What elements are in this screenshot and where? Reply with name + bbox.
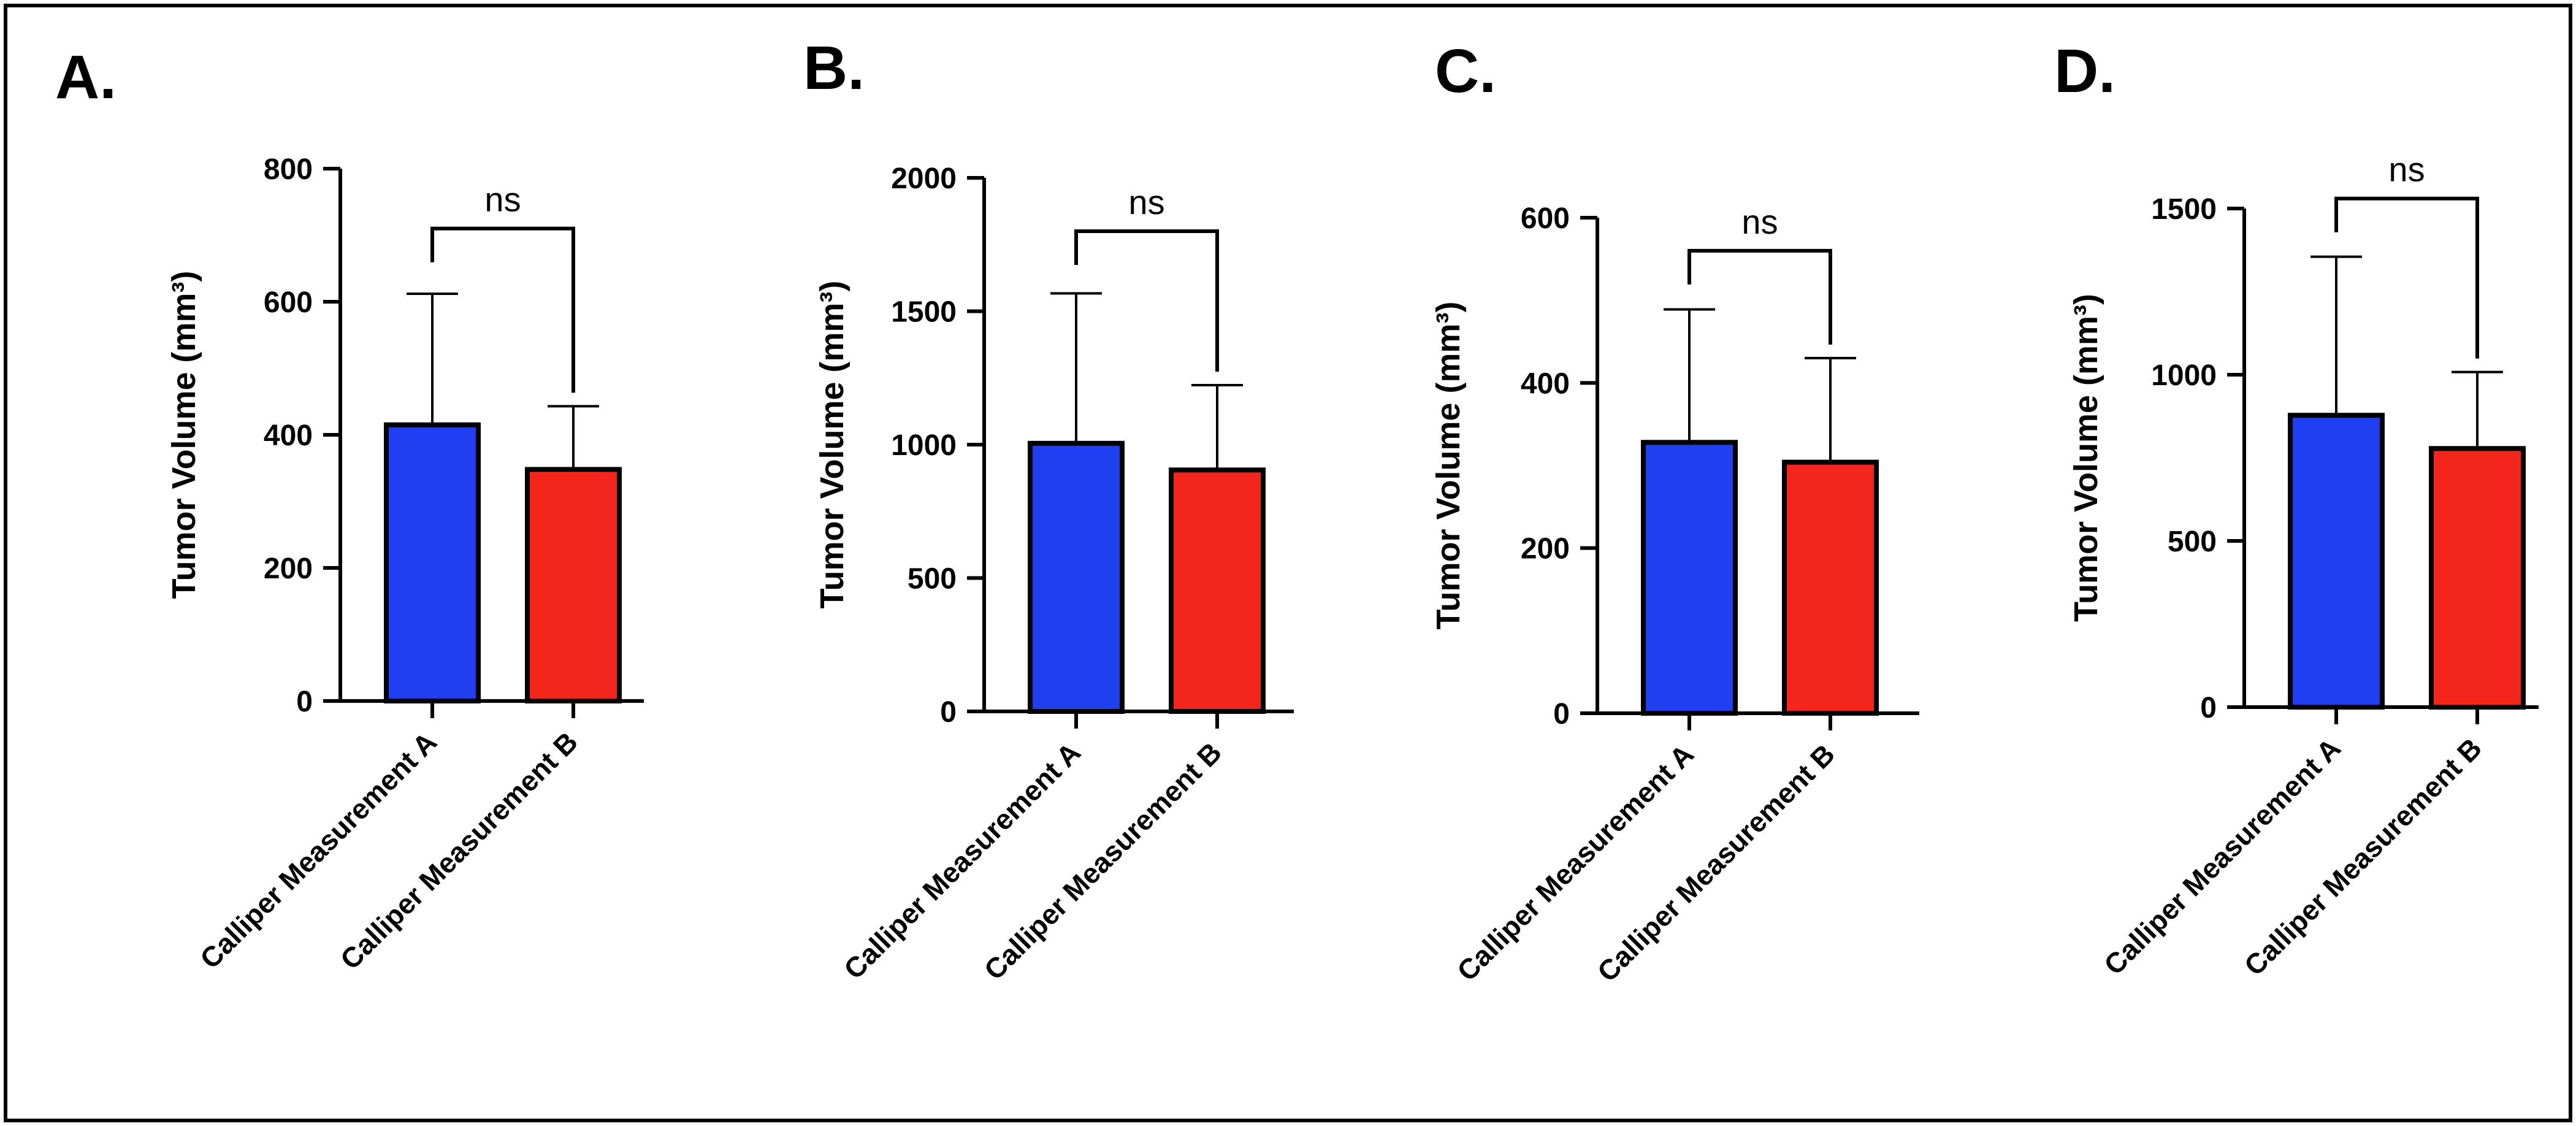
y-tick-label: 400 (264, 419, 313, 452)
significance-bracket (1074, 229, 1219, 372)
significance-label: ns (1741, 202, 1778, 241)
y-tick-label: 600 (264, 286, 313, 319)
x-tick-label: Calliper Measurement A (838, 736, 1087, 985)
y-tick-label: 200 (264, 553, 313, 585)
y-axis-label: Tumor Volume (mm³) (2068, 294, 2104, 622)
bar-a (2288, 413, 2385, 710)
x-tick-label: Calliper Measurement B (1591, 738, 1841, 987)
y-tick-label: 200 (1521, 533, 1570, 565)
x-tick-label: Calliper Measurement A (194, 726, 443, 975)
y-tick-label: 0 (1553, 698, 1570, 730)
significance-bracket (1687, 248, 1832, 345)
y-tick-label: 1000 (2151, 359, 2217, 392)
bar-b (1782, 459, 1879, 716)
x-tick-label: Calliper Measurement B (334, 726, 584, 975)
panel-label: C. (1435, 37, 1496, 105)
y-tick-label: 1500 (2151, 193, 2217, 226)
y-tick-label: 600 (1521, 202, 1570, 235)
bar-b (1169, 467, 1266, 714)
significance-label: ns (2388, 150, 2425, 189)
y-tick-label: 0 (296, 686, 313, 718)
y-axis-label: Tumor Volume (mm³) (166, 271, 202, 599)
x-tick-label: Calliper Measurement B (2238, 732, 2488, 981)
y-tick-label: 800 (264, 153, 313, 186)
chart-panel-1: A. 0 200 400 600 800 Tumor Volume (mm³) Callipe… (55, 43, 644, 976)
chart-panel-2: B. 0 500 1000 1500 2000 Tumor Volume (mm³) Call… (803, 34, 1294, 986)
significance-label: ns (1128, 183, 1164, 221)
y-tick-label: 500 (908, 563, 957, 596)
y-axis-label: Tumor Volume (mm³) (1430, 302, 1467, 630)
bar-b (2429, 446, 2526, 710)
chart-panel-3: C. 0 200 400 600 Tumor Volume (mm³) Calliper M… (1430, 37, 1919, 988)
y-tick-label: 1000 (891, 429, 957, 462)
panel-label: B. (803, 34, 865, 102)
y-tick-label: 400 (1521, 367, 1570, 400)
x-tick-label: Calliper Measurement B (978, 736, 1228, 986)
x-tick-label: Calliper Measurement A (1451, 738, 1700, 987)
bar-a (1641, 440, 1738, 716)
bar-b (525, 467, 622, 703)
significance-bracket (2334, 196, 2479, 359)
y-tick-label: 1500 (891, 296, 957, 329)
panel-label: A. (55, 43, 117, 112)
y-tick-label: 500 (2168, 526, 2217, 558)
y-tick-label: 0 (2200, 692, 2217, 724)
significance-bracket (430, 226, 575, 393)
y-tick-label: 0 (940, 696, 957, 729)
panel-label: D. (2054, 37, 2115, 105)
x-tick-label: Calliper Measurement A (2098, 732, 2347, 981)
significance-label: ns (484, 180, 521, 219)
bar-a (1028, 440, 1125, 714)
y-axis-label: Tumor Volume (mm³) (814, 281, 850, 609)
y-tick-label: 2000 (891, 163, 957, 195)
bar-a (384, 422, 481, 703)
chart-panel-4: D. 0 500 1000 1500 Tumor Volume (mm³) Calliper… (2054, 37, 2539, 982)
